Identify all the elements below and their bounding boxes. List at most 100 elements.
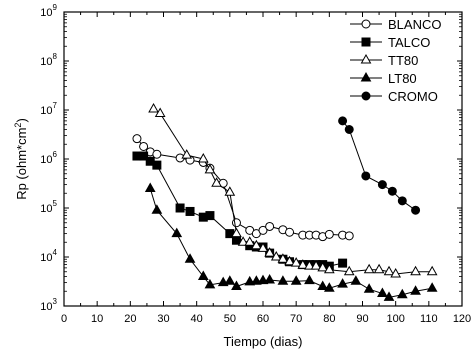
data-point-cromo bbox=[344, 124, 354, 134]
data-point-lt80 bbox=[231, 280, 242, 291]
legend-label-cromo: CROMO bbox=[388, 89, 438, 104]
data-point-blanco bbox=[231, 218, 241, 228]
data-point-tt80 bbox=[244, 236, 256, 246]
y-tick-label-base: 10 bbox=[40, 154, 52, 166]
data-point-tt80 bbox=[383, 265, 395, 276]
data-point-lt80 bbox=[251, 275, 262, 285]
y-tick-label-base: 10 bbox=[40, 301, 52, 313]
data-point-tt80 bbox=[284, 255, 295, 266]
data-point-tt80 bbox=[304, 260, 315, 270]
y-tick-label-base: 10 bbox=[40, 56, 52, 68]
data-point-tt80 bbox=[204, 163, 216, 174]
x-tick-label: 0 bbox=[61, 313, 67, 325]
data-point-tt80 bbox=[251, 239, 262, 250]
data-point-lt80 bbox=[350, 275, 362, 285]
legend-label-blanco: BLANCO bbox=[388, 17, 441, 32]
data-point-lt80 bbox=[363, 283, 375, 293]
data-point-talco bbox=[338, 258, 348, 268]
x-tick-label: 90 bbox=[356, 313, 368, 325]
y-axis-title-end: ) bbox=[14, 118, 29, 122]
x-tick-label: 80 bbox=[323, 313, 335, 325]
data-point-talco bbox=[205, 211, 215, 221]
data-point-tt80 bbox=[257, 242, 269, 252]
data-point-blanco bbox=[132, 134, 142, 144]
data-point-tt80 bbox=[290, 257, 302, 267]
data-point-cromo bbox=[397, 196, 407, 206]
legend-label-talco: TALCO bbox=[388, 35, 430, 50]
data-point-lt80 bbox=[383, 291, 395, 301]
x-tick-label: 70 bbox=[290, 313, 302, 325]
legend-marker-talco bbox=[361, 37, 371, 47]
legend-item-talco: TALCO bbox=[350, 35, 430, 50]
data-point-tt80 bbox=[310, 260, 322, 270]
data-point-lt80 bbox=[204, 278, 216, 289]
data-point-tt80 bbox=[373, 263, 385, 274]
data-point-tt80 bbox=[323, 263, 335, 274]
data-point-tt80 bbox=[426, 265, 438, 276]
data-point-tt80 bbox=[154, 107, 166, 117]
data-point-blanco bbox=[258, 225, 268, 235]
data-point-lt80 bbox=[151, 204, 163, 214]
data-point-lt80 bbox=[377, 287, 388, 297]
y-tick-label-exp: 4 bbox=[53, 248, 58, 257]
series-cromo bbox=[338, 116, 421, 215]
y-tick-label-exp: 9 bbox=[53, 3, 58, 12]
data-point-lt80 bbox=[277, 275, 289, 285]
y-tick-label: 106 bbox=[40, 150, 57, 166]
legend: BLANCO TALCO TT80 LT80 CROMO bbox=[350, 17, 441, 104]
legend-label-lt80: LT80 bbox=[388, 71, 417, 86]
data-point-talco bbox=[152, 160, 162, 170]
data-point-lt80 bbox=[224, 275, 236, 285]
y-tick-label-base: 10 bbox=[40, 203, 52, 215]
y-tick-label: 108 bbox=[40, 52, 57, 68]
data-point-lt80 bbox=[426, 282, 438, 292]
data-point-cromo bbox=[338, 116, 348, 126]
data-point-tt80 bbox=[148, 102, 159, 113]
legend-marker-lt80 bbox=[360, 71, 372, 82]
x-tick-label: 50 bbox=[224, 313, 236, 325]
data-point-lt80 bbox=[337, 278, 348, 288]
legend-label-tt80: TT80 bbox=[388, 53, 418, 68]
data-point-lt80 bbox=[264, 273, 275, 284]
data-point-lt80 bbox=[257, 274, 269, 285]
series-line-lt80 bbox=[149, 188, 433, 298]
data-point-talco bbox=[175, 203, 185, 213]
y-axis-title-sup: 2 bbox=[13, 123, 23, 128]
x-tick-label: 100 bbox=[386, 313, 404, 325]
x-tick-label: 10 bbox=[91, 313, 103, 325]
y-tick-label-base: 10 bbox=[40, 105, 52, 117]
data-point-lt80 bbox=[244, 275, 256, 286]
series-talco bbox=[132, 151, 348, 271]
axes: 0 10 20 30 40 50 60 70 80 90 100 110 120103104105106… bbox=[40, 3, 471, 325]
data-point-cromo bbox=[411, 205, 421, 215]
data-point-lt80 bbox=[396, 288, 408, 299]
legend-marker-tt80 bbox=[360, 53, 372, 64]
data-point-tt80 bbox=[237, 236, 249, 246]
series-lt80 bbox=[144, 182, 438, 301]
x-tick-label: 110 bbox=[420, 313, 438, 325]
x-axis-title: Tiempo (dias) bbox=[224, 334, 303, 349]
series-layer bbox=[132, 102, 438, 301]
y-axis-title-main: Rp (ohm*cm bbox=[14, 128, 29, 200]
y-tick-label: 109 bbox=[40, 3, 57, 19]
data-point-lt80 bbox=[410, 285, 421, 295]
data-point-blanco bbox=[152, 149, 162, 159]
data-point-lt80 bbox=[197, 270, 209, 280]
data-point-tt80 bbox=[211, 177, 222, 187]
data-point-tt80 bbox=[270, 250, 282, 261]
y-tick-label: 107 bbox=[40, 101, 57, 117]
y-tick-label-exp: 6 bbox=[53, 150, 58, 159]
data-point-lt80 bbox=[290, 275, 302, 285]
data-point-talco bbox=[139, 151, 149, 161]
data-point-lt80 bbox=[304, 274, 315, 285]
y-tick-label: 104 bbox=[40, 248, 57, 264]
data-point-tt80 bbox=[363, 263, 375, 274]
data-point-tt80 bbox=[264, 247, 275, 257]
data-point-talco bbox=[185, 206, 195, 216]
data-point-lt80 bbox=[317, 280, 329, 291]
y-tick-label: 103 bbox=[40, 297, 57, 313]
data-point-tt80 bbox=[297, 259, 309, 269]
series-blanco bbox=[132, 134, 354, 242]
data-point-tt80 bbox=[390, 267, 402, 278]
